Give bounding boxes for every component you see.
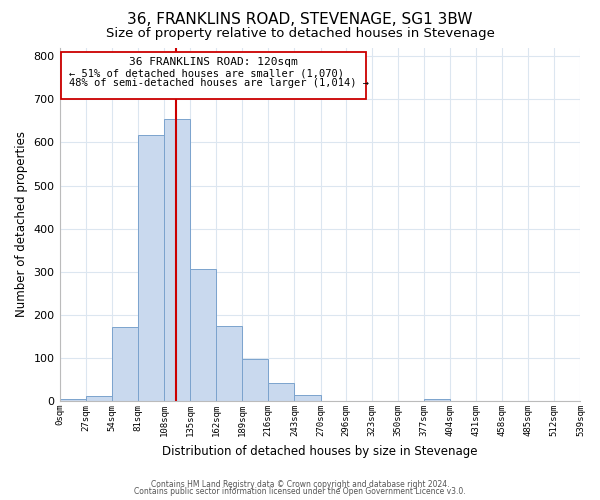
Bar: [86, 396, 112, 401]
Bar: [112, 327, 138, 401]
Bar: [59, 399, 86, 401]
Bar: [216, 326, 242, 401]
Text: 36, FRANKLINS ROAD, STEVENAGE, SG1 3BW: 36, FRANKLINS ROAD, STEVENAGE, SG1 3BW: [127, 12, 473, 28]
Bar: [190, 268, 216, 401]
Text: Contains HM Land Registry data © Crown copyright and database right 2024.: Contains HM Land Registry data © Crown c…: [151, 480, 449, 489]
Bar: [268, 383, 295, 401]
Bar: [138, 134, 164, 401]
Bar: [164, 118, 190, 401]
Bar: [295, 395, 320, 401]
Text: 36 FRANKLINS ROAD: 120sqm: 36 FRANKLINS ROAD: 120sqm: [130, 57, 298, 67]
Text: 48% of semi-detached houses are larger (1,014) →: 48% of semi-detached houses are larger (…: [69, 78, 369, 88]
Y-axis label: Number of detached properties: Number of detached properties: [15, 132, 28, 318]
Text: Size of property relative to detached houses in Stevenage: Size of property relative to detached ho…: [106, 28, 494, 40]
Text: ← 51% of detached houses are smaller (1,070): ← 51% of detached houses are smaller (1,…: [69, 68, 344, 78]
FancyBboxPatch shape: [61, 52, 366, 100]
Text: Contains public sector information licensed under the Open Government Licence v3: Contains public sector information licen…: [134, 488, 466, 496]
X-axis label: Distribution of detached houses by size in Stevenage: Distribution of detached houses by size …: [162, 444, 478, 458]
Bar: [424, 399, 450, 401]
Bar: [242, 359, 268, 401]
